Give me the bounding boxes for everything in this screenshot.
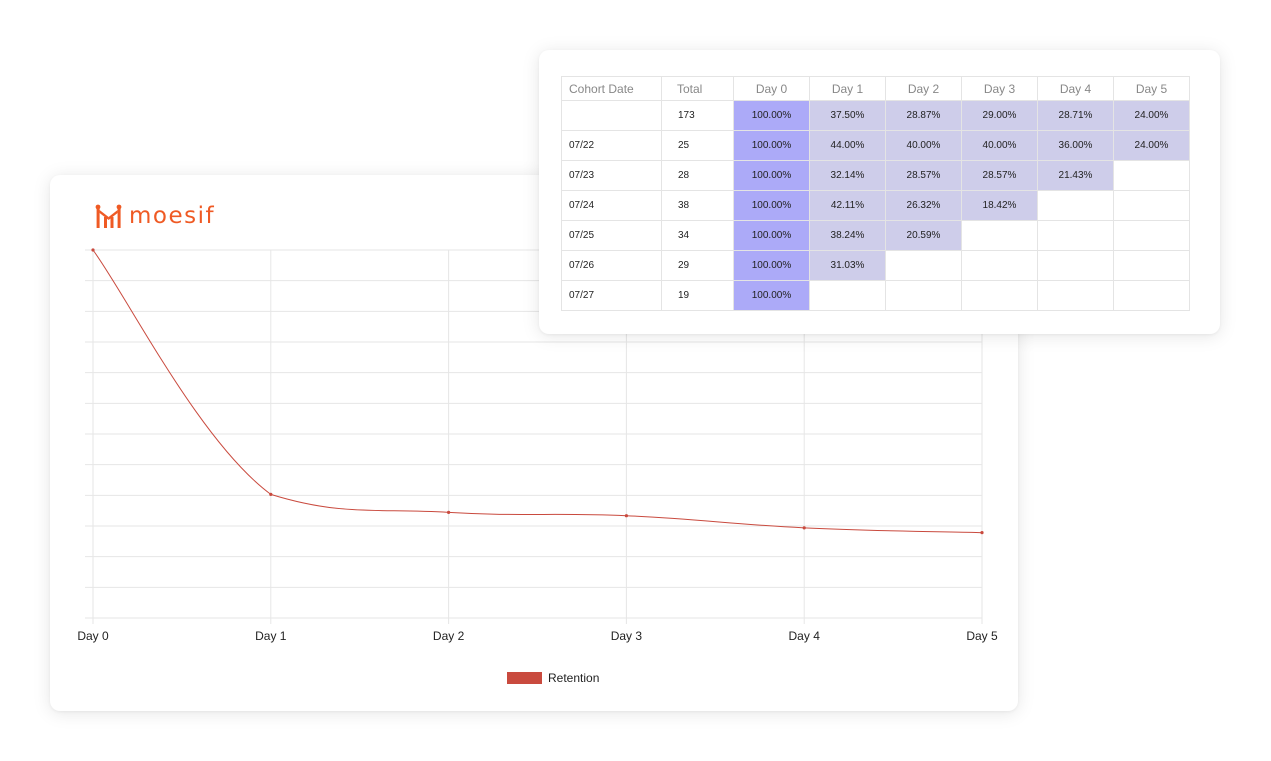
line-chart: Day 0 Day 1 Day 2 Day 3 Day 4 Day 5 — [77, 248, 998, 643]
data-point — [802, 526, 806, 530]
retention-cell: 36.00% — [1037, 130, 1114, 161]
retention-cell — [1113, 220, 1190, 251]
retention-cell — [809, 280, 886, 311]
cohort-date-cell: 07/26 — [561, 250, 662, 281]
x-tick-label: Day 3 — [611, 629, 643, 643]
moesif-logo: moesif — [95, 201, 215, 231]
cohort-total-cell: 28 — [661, 160, 734, 191]
retention-cell — [961, 280, 1038, 311]
retention-cell: 31.03% — [809, 250, 886, 281]
retention-cell: 26.32% — [885, 190, 962, 221]
cohort-total-cell: 19 — [661, 280, 734, 311]
table-row: 07/24 38 100.00% 42.11% 26.32% 18.42% — [561, 190, 1190, 221]
cohort-date-cell: 07/22 — [561, 130, 662, 161]
cohort-date-cell — [561, 100, 662, 131]
retention-cell: 21.43% — [1037, 160, 1114, 191]
cohort-table-header-row: Cohort Date Total Day 0 Day 1 Day 2 Day 3 Day … — [561, 76, 1190, 101]
table-row: 07/26 29 100.00% 31.03% — [561, 250, 1190, 281]
cohort-date-cell: 07/23 — [561, 160, 662, 191]
cohort-total-cell: 29 — [661, 250, 734, 281]
column-header: Day 3 — [961, 76, 1038, 101]
cohort-date-cell: 07/27 — [561, 280, 662, 311]
cohort-table: Cohort Date Total Day 0 Day 1 Day 2 Day 3 Day … — [561, 76, 1190, 311]
table-row: 173 100.00% 37.50% 28.87% 29.00% 28.71% 24.00% — [561, 100, 1190, 131]
retention-cell — [1037, 220, 1114, 251]
table-row: 07/25 34 100.00% 38.24% 20.59% — [561, 220, 1190, 251]
series-line-retention — [92, 249, 983, 534]
retention-cell — [885, 250, 962, 281]
chart-legend[interactable]: Retention — [507, 671, 599, 685]
retention-cell: 100.00% — [733, 220, 810, 251]
data-point — [624, 514, 629, 518]
retention-cell: 42.11% — [809, 190, 886, 221]
retention-cell: 28.71% — [1037, 100, 1114, 131]
x-tick-label: Day 0 — [77, 629, 109, 643]
retention-cell — [1113, 160, 1190, 191]
column-header: Total — [661, 76, 734, 101]
retention-cell: 44.00% — [809, 130, 886, 161]
retention-cell — [961, 250, 1038, 281]
retention-cell: 28.57% — [885, 160, 962, 191]
retention-cell — [961, 220, 1038, 251]
x-tick-label: Day 4 — [789, 629, 821, 643]
retention-cell: 28.57% — [961, 160, 1038, 191]
retention-cell — [1113, 250, 1190, 281]
retention-cell: 40.00% — [961, 130, 1038, 161]
legend-label: Retention — [548, 671, 600, 685]
cohort-total-cell: 173 — [661, 100, 734, 131]
cohort-total-cell: 38 — [661, 190, 734, 221]
moesif-logo-text: moesif — [129, 202, 216, 229]
cohort-table-card: Cohort Date Total Day 0 Day 1 Day 2 Day 3 Day … — [539, 50, 1220, 334]
cohort-date-cell: 07/25 — [561, 220, 662, 251]
legend-swatch — [507, 672, 542, 684]
retention-cell — [1037, 190, 1114, 221]
retention-cell: 20.59% — [885, 220, 962, 251]
retention-cell: 37.50% — [809, 100, 886, 131]
retention-cell: 18.42% — [961, 190, 1038, 221]
x-tick-label: Day 2 — [433, 629, 465, 643]
x-tick-label: Day 1 — [255, 629, 287, 643]
retention-cell — [1113, 280, 1190, 311]
data-point — [447, 510, 451, 514]
column-header: Day 4 — [1037, 76, 1114, 101]
data-point — [980, 531, 984, 535]
cohort-total-cell: 34 — [661, 220, 734, 251]
retention-cell: 100.00% — [733, 160, 810, 191]
retention-cell: 24.00% — [1113, 100, 1190, 131]
retention-cell: 100.00% — [733, 130, 810, 161]
retention-cell: 100.00% — [733, 250, 810, 281]
table-row: 07/23 28 100.00% 32.14% 28.57% 28.57% 21.43% — [561, 160, 1190, 191]
x-tick-label: Day 5 — [966, 629, 998, 643]
data-point — [91, 248, 95, 252]
retention-cell: 40.00% — [885, 130, 962, 161]
retention-cell — [885, 280, 962, 311]
column-header: Day 2 — [885, 76, 962, 101]
retention-cell: 24.00% — [1113, 130, 1190, 161]
retention-cell: 38.24% — [809, 220, 886, 251]
retention-cell — [1113, 190, 1190, 221]
data-point — [269, 492, 273, 496]
cohort-total-cell: 25 — [661, 130, 734, 161]
retention-cell: 28.87% — [885, 100, 962, 131]
table-row: 07/22 25 100.00% 44.00% 40.00% 40.00% 36.00% 24… — [561, 130, 1190, 161]
cohort-date-cell: 07/24 — [561, 190, 662, 221]
column-header: Day 0 — [733, 76, 810, 101]
retention-cell — [1037, 280, 1114, 311]
retention-cell: 100.00% — [733, 100, 810, 131]
table-row: 07/27 19 100.00% — [561, 280, 1190, 311]
retention-cell: 32.14% — [809, 160, 886, 191]
retention-cell: 100.00% — [733, 190, 810, 221]
column-header: Day 5 — [1113, 76, 1190, 101]
moesif-logo-icon — [95, 204, 122, 228]
retention-cell: 29.00% — [961, 100, 1038, 131]
retention-cell: 100.00% — [733, 280, 810, 311]
retention-cell — [1037, 250, 1114, 281]
column-header: Day 1 — [809, 76, 886, 101]
column-header: Cohort Date — [561, 76, 662, 101]
